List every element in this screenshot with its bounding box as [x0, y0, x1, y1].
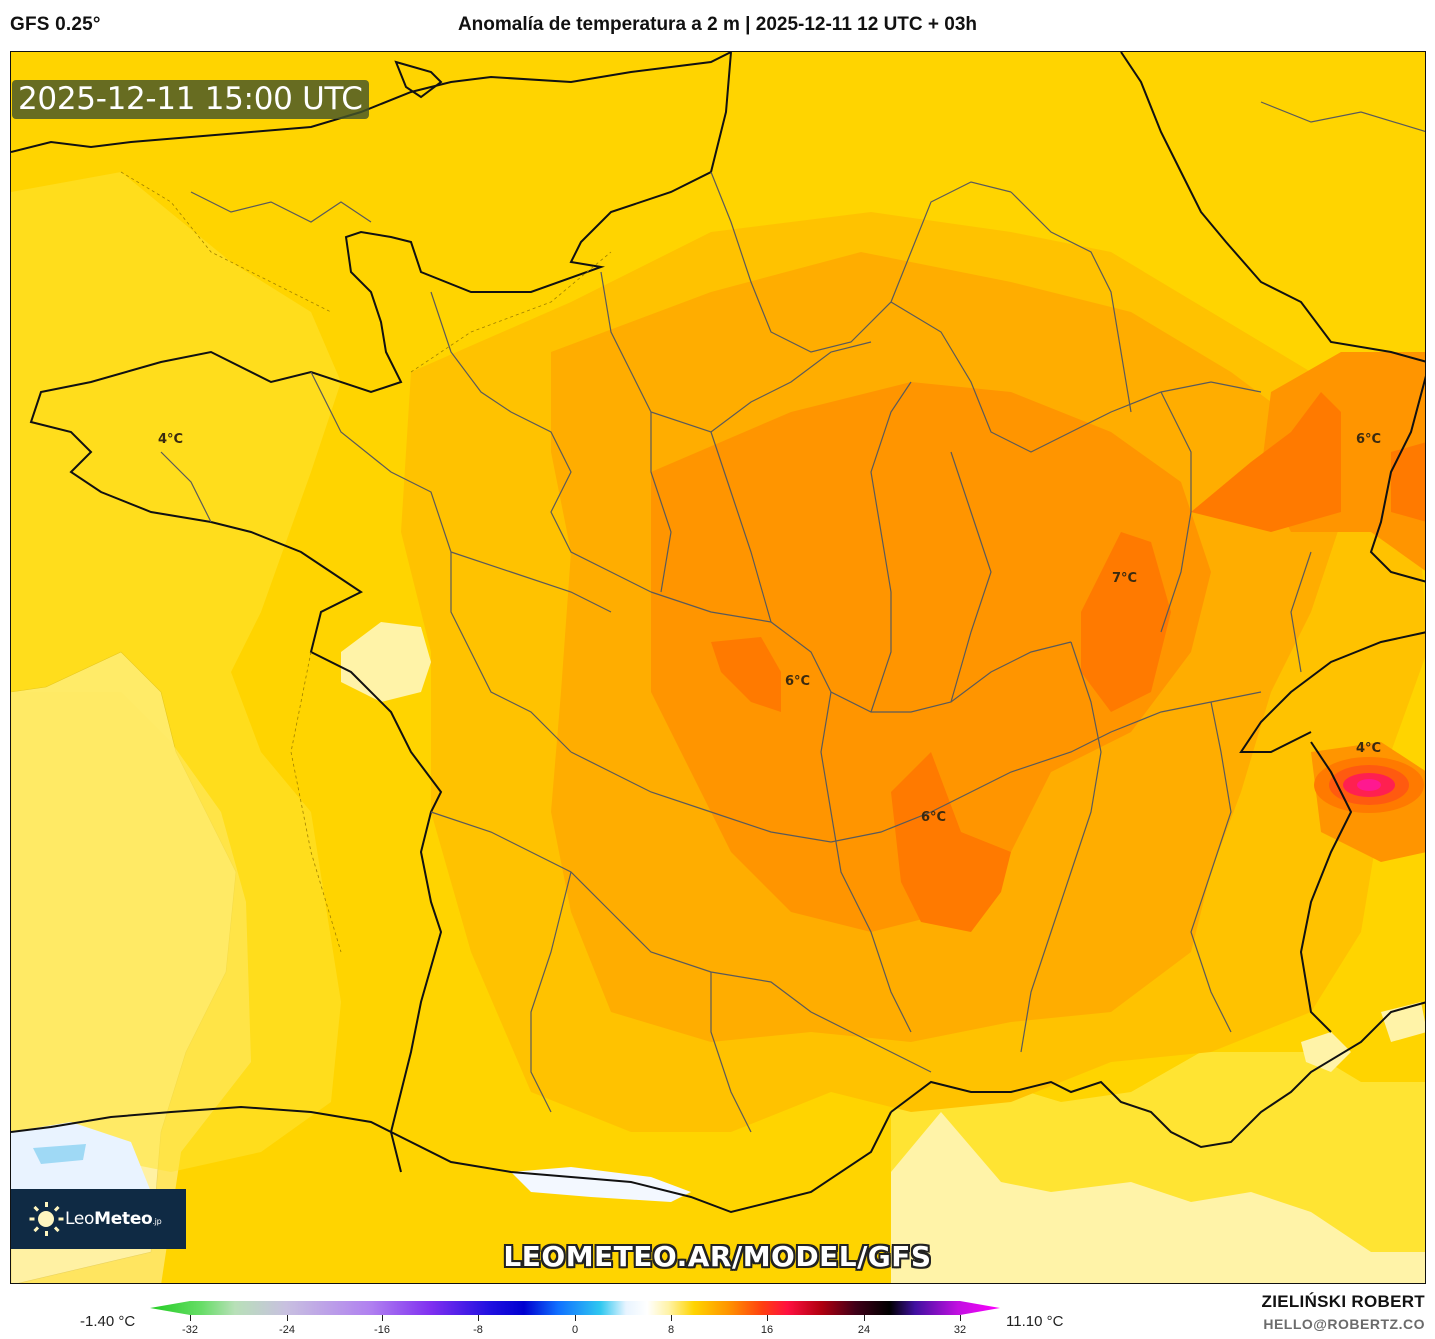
temperature-anomaly-map	[11, 52, 1425, 1283]
author-name: ZIELIŃSKI ROBERT	[1261, 1292, 1425, 1311]
colorbar-tick-label: 16	[760, 1324, 774, 1336]
map-canvas[interactable]	[10, 51, 1426, 1284]
temp-label-massif-central: 6°C	[921, 810, 947, 825]
temp-label-brittany: 4°C	[158, 432, 184, 447]
logo-text: LeoMeteo.jp	[65, 1209, 162, 1229]
temp-label-alps: 4°C	[1356, 741, 1382, 756]
sun-icon	[29, 1202, 63, 1236]
colorbar-tick	[671, 1315, 672, 1321]
colorbar-tick-label: 32	[953, 1324, 967, 1336]
colorbar-tick	[960, 1315, 961, 1321]
colorbar-tick	[190, 1315, 191, 1321]
source-watermark: LEOMETEO.AR/MODEL/GFS	[503, 1240, 932, 1273]
colorbar-max-value: 11.10 °C	[1006, 1313, 1064, 1330]
colorbar-tick-label: 0	[571, 1324, 579, 1336]
model-label: GFS 0.25°	[10, 14, 101, 35]
colorbar-tick-label: -8	[473, 1324, 483, 1336]
colorbar-tick	[478, 1315, 479, 1321]
colorbar-tick-label: -32	[182, 1324, 198, 1336]
author-email[interactable]: HELLO@ROBERTZ.CO	[1263, 1316, 1425, 1332]
colorbar-tick-label: -24	[279, 1324, 295, 1336]
colorbar-min-value: -1.40 °C	[80, 1313, 136, 1330]
colorbar-tick	[767, 1315, 768, 1321]
colorbar-tick-label: 24	[857, 1324, 871, 1336]
colorbar-tick-label: 8	[667, 1324, 675, 1336]
colorbar-tick-label: -16	[374, 1324, 390, 1336]
colorbar-tick	[864, 1315, 865, 1321]
temp-label-burgundy: 7°C	[1112, 571, 1138, 586]
temp-label-center: 6°C	[785, 674, 811, 689]
map-title: Anomalía de temperatura a 2 m | 2025-12-…	[457, 14, 978, 35]
leometeo-logo[interactable]: LeoMeteo.jp	[11, 1189, 186, 1249]
colorbar	[150, 1301, 1000, 1315]
temp-label-northeast: 6°C	[1356, 432, 1382, 447]
colorbar-tick	[575, 1315, 576, 1321]
colorbar-tick	[382, 1315, 383, 1321]
colorbar-tick	[287, 1315, 288, 1321]
forecast-timestamp: 2025-12-11 15:00 UTC	[12, 80, 369, 119]
